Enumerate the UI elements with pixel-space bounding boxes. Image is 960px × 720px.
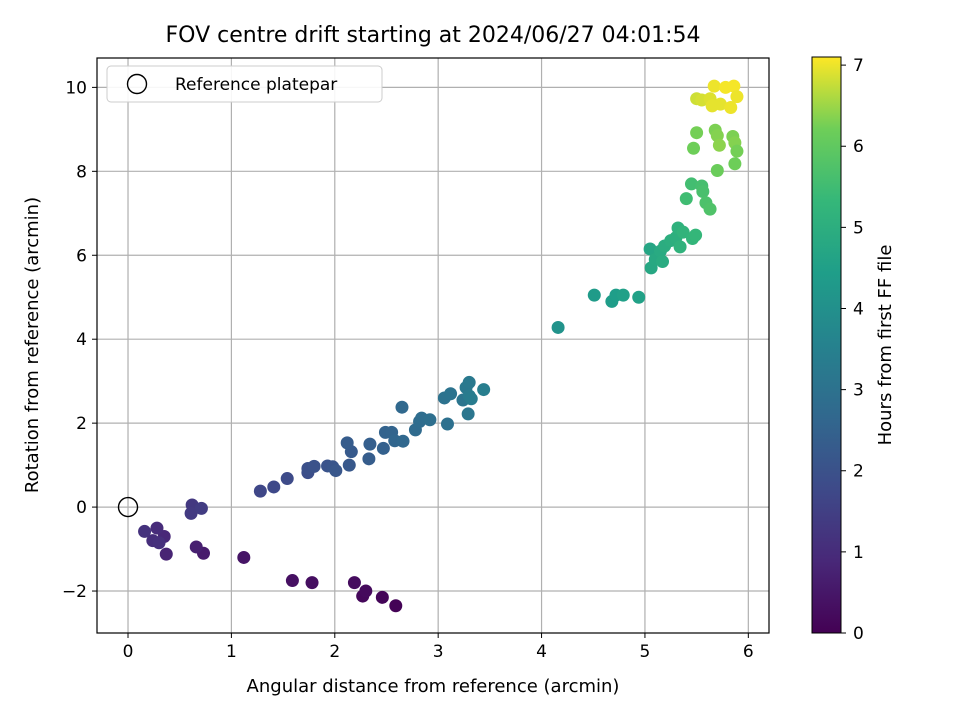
scatter-point-93 [713,97,727,111]
scatter-point-68 [673,240,687,254]
scatter-point-38 [395,400,409,414]
scatter-point-7 [237,550,251,564]
scatter-point-19 [253,484,267,498]
y-tick-label-5: 8 [76,162,87,182]
scatter-point-24 [307,459,321,473]
x-tick-label-6: 6 [743,642,754,662]
scatter-point-95 [724,101,738,115]
scatter-point-10 [159,547,173,561]
legend-box [106,65,383,103]
scatter-point-63 [656,255,670,269]
scatter-points [138,79,744,613]
x-tick-label-5: 5 [640,642,651,662]
scatter-point-30 [340,436,354,450]
x-axis-ticks: 0 1 2 3 4 5 6 [123,633,754,662]
scatter-point-49 [462,375,476,389]
scatter-point-51 [464,392,478,406]
reference-marker-layer [117,496,139,518]
scatter-point-17 [184,506,198,520]
scatter-point-32 [363,437,377,451]
colorbar-tick-label-4: 4 [853,299,864,319]
scatter-point-15 [138,524,152,538]
scatter-point-3 [359,584,373,598]
colorbar-label: Hours from first FF file [875,245,896,446]
legend-reference-marker [126,73,148,95]
scatter-point-73 [684,177,698,191]
scatter-point-12 [150,521,164,535]
scatter-point-18 [194,501,208,515]
scatter-point-72 [679,192,693,206]
chart-title: FOV centre drift starting at 2024/06/27 … [166,23,701,48]
x-tick-label-2: 2 [329,642,340,662]
y-tick-label-4: 6 [76,246,87,266]
scatter-point-53 [551,320,565,334]
scatter-point-78 [687,141,701,155]
scatter-point-27 [329,464,343,478]
scatter-point-31 [362,452,376,466]
scatter-point-77 [703,202,717,216]
scatter-point-79 [690,126,704,140]
scatter-point-57 [616,288,630,302]
scatter-point-81 [710,129,724,143]
scatter-point-75 [696,184,710,198]
scatter-point-69 [676,225,690,239]
x-tick-label-0: 0 [123,642,134,662]
scatter-point-59 [643,242,657,256]
colorbar-tick-label-1: 1 [853,543,864,563]
scatter-point-9 [189,540,203,554]
scatter-point-33 [376,441,390,455]
legend-entry-reference: Reference platepar [175,75,337,95]
scatter-point-82 [712,138,726,152]
scatter-point-4 [347,576,361,590]
scatter-point-14 [152,536,166,550]
colorbar-gradient [811,56,842,634]
colorbar: 0 1 2 3 4 5 6 7 Hours from first FF file [811,56,896,644]
scatter-point-96 [727,79,741,93]
y-axis-label: Rotation from reference (arcmin) [22,197,43,493]
scatter-point-92 [707,79,721,93]
scatter-point-52 [477,383,491,397]
colorbar-tick-label-6: 6 [853,137,864,157]
scatter-point-58 [632,290,646,304]
colorbar-ticks: 0 1 2 3 4 5 6 7 [841,56,864,644]
scatter-point-1 [375,590,389,604]
scatter-point-0 [389,599,403,613]
y-tick-label-2: 2 [76,414,87,434]
scatter-point-45 [444,387,458,401]
scatter-point-6 [285,574,299,588]
colorbar-tick-label-2: 2 [853,462,864,482]
y-tick-label-1: 0 [76,498,87,518]
scatter-point-20 [267,480,281,494]
scatter-point-42 [423,413,437,427]
colorbar-tick-label-7: 7 [853,56,864,76]
x-tick-label-1: 1 [226,642,237,662]
scatter-point-97 [730,90,744,104]
scatter-point-83 [710,163,724,177]
x-axis-label: Angular distance from reference (arcmin) [247,676,620,697]
x-tick-label-4: 4 [536,642,547,662]
colorbar-tick-label-0: 0 [853,624,864,644]
x-tick-label-3: 3 [433,642,444,662]
scatter-point-28 [342,458,356,472]
colorbar-tick-label-5: 5 [853,218,864,238]
legend: Reference platepar [106,65,383,103]
colorbar-tick-label-3: 3 [853,381,864,401]
plot-frame [96,57,770,634]
scatter-point-5 [305,576,319,590]
y-tick-label-6: 10 [65,78,87,98]
y-axis-ticks: −2 0 2 4 6 8 10 [62,78,97,602]
scatter-point-71 [689,228,703,242]
scatter-point-43 [440,417,454,431]
reference-platepar-marker [117,496,139,518]
scatter-point-47 [461,407,475,421]
scatter-point-54 [587,288,601,302]
y-tick-label-0: −2 [62,582,87,602]
scatter-point-87 [730,144,744,158]
scatter-point-37 [396,434,410,448]
grid-lines [97,58,769,633]
scatter-point-21 [280,472,294,486]
y-tick-label-3: 4 [76,330,87,350]
scatter-point-86 [728,157,742,171]
